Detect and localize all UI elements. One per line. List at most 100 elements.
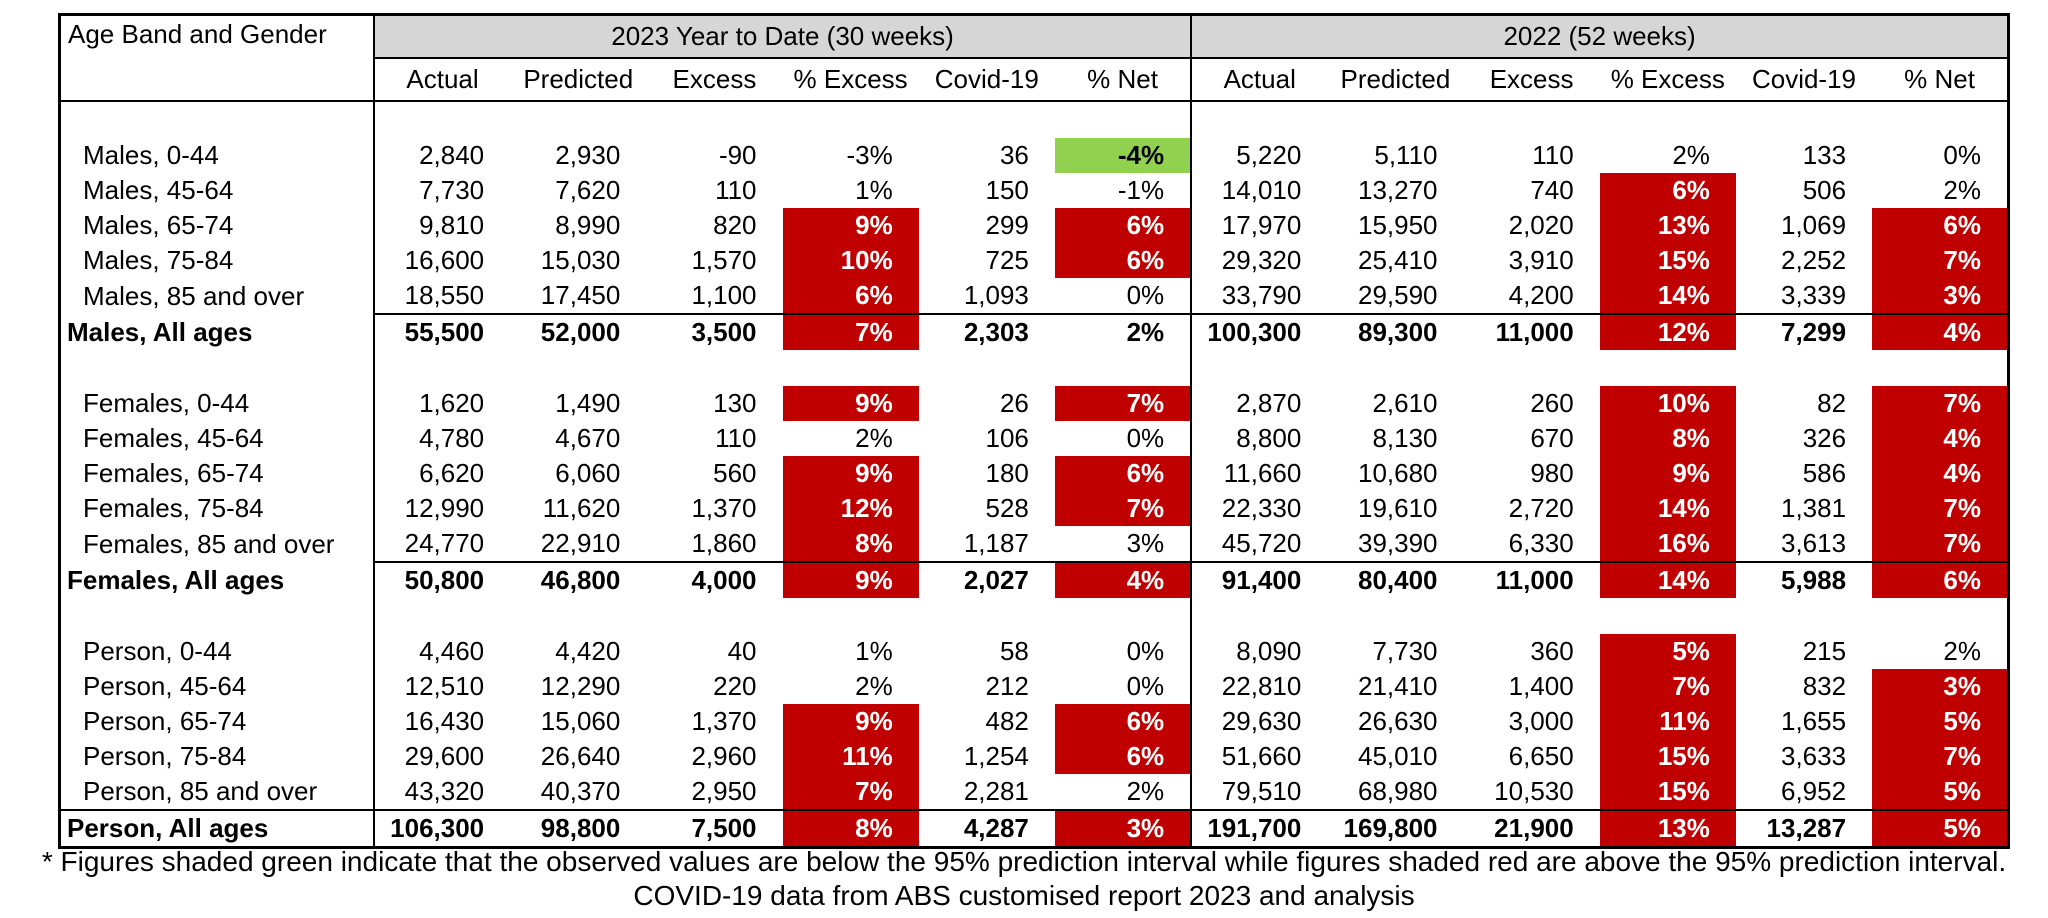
value-cell: 45,720 <box>1221 528 1302 558</box>
value-cell: 212 <box>985 671 1029 701</box>
value-cell: 26,630 <box>1357 706 1438 736</box>
value-cell: 6,620 <box>419 458 485 488</box>
spacer-row <box>59 598 2009 634</box>
value-cell: 3,613 <box>1781 528 1847 558</box>
subheader-predicted-2023: Predicted <box>510 58 647 102</box>
value-cell: 1,370 <box>691 706 757 736</box>
value-cell: 670 <box>1530 423 1574 453</box>
value-cell-red-shaded: 10% <box>782 243 919 278</box>
value-cell: 50,800 <box>373 561 511 598</box>
value-cell: 3,500 <box>646 313 783 350</box>
table-row: Person, 0-44 4,460 4,420 40 1% 58 0% 8,090 7,730… <box>59 634 2009 669</box>
value-cell: 2% <box>855 423 893 453</box>
value-cell: 820 <box>713 210 757 240</box>
value-cell-red-shaded: 15% <box>1599 739 1736 774</box>
value-cell: 2,930 <box>555 140 621 170</box>
spacer-cell <box>1327 350 1463 386</box>
row-label-cell: Person, 45-64 <box>59 669 375 704</box>
value-cell-red-shaded: 4% <box>1872 313 2009 350</box>
value-cell-red-shaded: 6% <box>782 278 919 314</box>
spacer-cell <box>1054 350 1193 386</box>
spacer-cell <box>374 598 510 634</box>
subheader-predicted-2022: Predicted <box>1327 58 1464 102</box>
value-cell: 2,950 <box>691 776 757 806</box>
table-row: Person, 45-64 12,510 12,290 220 2% 212 0% 22,81… <box>59 669 2009 704</box>
value-cell: 22,910 <box>540 528 621 558</box>
spacer-cell <box>510 101 646 138</box>
value-cell-red-shaded: 6% <box>1054 456 1193 491</box>
spacer-cell <box>1600 101 1736 138</box>
value-cell: 4,287 <box>918 809 1055 848</box>
value-cell: 11,660 <box>1223 458 1302 488</box>
value-cell: 560 <box>713 458 757 488</box>
value-cell-red-shaded: 4% <box>1872 456 2009 491</box>
value-cell: 55,500 <box>373 313 511 350</box>
excess-mortality-table: Age Band and Gender 2023 Year to Date (3… <box>58 13 2010 849</box>
spacer-cell <box>374 101 510 138</box>
value-cell: 43,320 <box>404 776 485 806</box>
table-row: Females, 85 and over 24,770 22,910 1,860 8% 1… <box>59 526 2009 562</box>
value-cell-red-shaded: 13% <box>1599 809 1736 848</box>
value-cell: 68,980 <box>1357 776 1438 806</box>
value-cell: 51,660 <box>1221 741 1302 771</box>
value-cell-red-shaded: 14% <box>1599 491 1736 526</box>
value-cell: 4,420 <box>555 636 621 666</box>
spacer-cell <box>783 101 919 138</box>
row-label-cell: Person, All ages <box>59 809 375 848</box>
value-cell: 22,330 <box>1221 493 1302 523</box>
value-cell: 3,910 <box>1508 245 1574 275</box>
value-cell: 1,370 <box>691 493 757 523</box>
value-cell: 19,610 <box>1357 493 1438 523</box>
value-cell: 1,570 <box>691 245 757 275</box>
value-cell: 11,620 <box>542 493 621 523</box>
value-cell: 7,730 <box>1372 636 1438 666</box>
spacer-cell <box>919 598 1055 634</box>
footnote-source: COVID-19 data from ABS customised report… <box>633 880 1415 911</box>
value-cell: 13,287 <box>1735 809 1873 848</box>
value-cell: 100,300 <box>1191 313 1328 350</box>
value-cell-red-shaded: 6% <box>1872 208 2009 243</box>
value-cell: 18,550 <box>404 280 485 310</box>
value-cell: 2,252 <box>1781 245 1847 275</box>
spacer-cell <box>1327 101 1463 138</box>
value-cell: 89,300 <box>1327 313 1464 350</box>
value-cell: 24,770 <box>404 528 485 558</box>
value-cell-red-shaded: 8% <box>782 526 919 562</box>
value-cell: 2% <box>1943 175 1981 205</box>
value-cell: 79,510 <box>1221 776 1302 806</box>
value-cell: 110 <box>715 423 757 453</box>
value-cell: 260 <box>1530 388 1574 418</box>
value-cell-red-shaded: 11% <box>782 739 919 774</box>
row-label-cell: Males, 0-44 <box>59 138 375 173</box>
excess-mortality-table-wrapper: Age Band and Gender 2023 Year to Date (3… <box>58 13 2010 849</box>
row-label-cell: Males, 75-84 <box>59 243 375 278</box>
spacer-cell <box>1054 598 1193 634</box>
table-row: Females, 65-74 6,620 6,060 560 9% 180 6% 11,660… <box>59 456 2009 491</box>
spacer-cell <box>1464 101 1600 138</box>
value-cell: 91,400 <box>1191 561 1328 598</box>
value-cell-red-shaded: 9% <box>782 704 919 739</box>
value-cell-red-shaded: 7% <box>1872 526 2009 562</box>
value-cell-red-shaded: 7% <box>782 774 919 810</box>
spacer-cell <box>1464 350 1600 386</box>
row-label-cell: Females, All ages <box>59 562 375 598</box>
spacer-cell <box>919 350 1055 386</box>
value-cell-red-shaded: 9% <box>782 456 919 491</box>
value-cell-red-shaded: 8% <box>1599 421 1736 456</box>
spacer-cell <box>510 350 646 386</box>
spacer-row <box>59 101 2009 138</box>
value-cell: 11,000 <box>1463 313 1600 350</box>
value-cell-red-shaded: 15% <box>1599 774 1736 810</box>
spacer-cell <box>1872 598 2008 634</box>
row-label-cell: Person, 85 and over <box>59 774 375 810</box>
value-cell: 4,200 <box>1508 280 1574 310</box>
value-cell: 3% <box>1054 526 1193 562</box>
value-cell: 150 <box>985 175 1029 205</box>
value-cell-red-shaded: 7% <box>1872 739 2009 774</box>
value-cell: 29,320 <box>1221 245 1302 275</box>
table-row: Person, 85 and over 43,320 40,370 2,950 7% 2,… <box>59 774 2009 810</box>
spacer-cell <box>510 598 646 634</box>
value-cell-red-shaded: 7% <box>1054 386 1193 421</box>
value-cell: 832 <box>1802 671 1847 701</box>
value-cell: 2,870 <box>1236 388 1302 418</box>
